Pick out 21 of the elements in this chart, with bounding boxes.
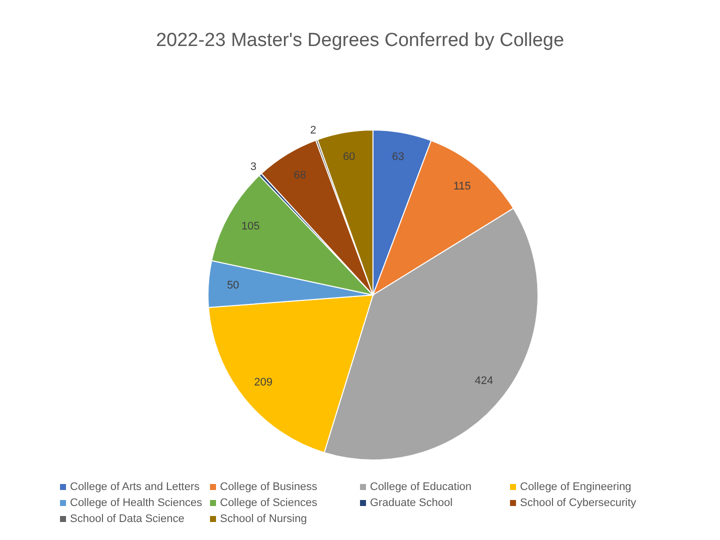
data-label: 63	[392, 151, 404, 164]
legend-label: College of Business	[220, 481, 318, 493]
data-label: 424	[474, 374, 494, 387]
legend-label: School of Cybersecurity	[520, 497, 636, 509]
legend-label: College of Sciences	[220, 497, 318, 509]
data-label: 60	[342, 150, 356, 163]
legend-label: Graduate School	[370, 497, 453, 509]
legend-label: College of Health Sciences	[70, 497, 202, 509]
data-label: 2	[310, 124, 316, 137]
legend-label: College of Engineering	[520, 481, 632, 493]
legend-label: College of Education	[370, 481, 472, 493]
data-label: 209	[254, 376, 273, 388]
legend-label: School of Nursing	[220, 513, 307, 525]
data-label: 105	[241, 220, 260, 232]
data-label: 3	[250, 161, 257, 174]
data-label: 68	[294, 169, 306, 182]
data-label: 115	[453, 180, 471, 193]
chart-title: 2022-23 Master's Degrees Conferred by College	[154, 30, 566, 53]
data-label: 50	[226, 280, 240, 292]
legend-label: College of Arts and Letters	[70, 481, 200, 493]
legend-label: School of Data Science	[70, 513, 184, 525]
